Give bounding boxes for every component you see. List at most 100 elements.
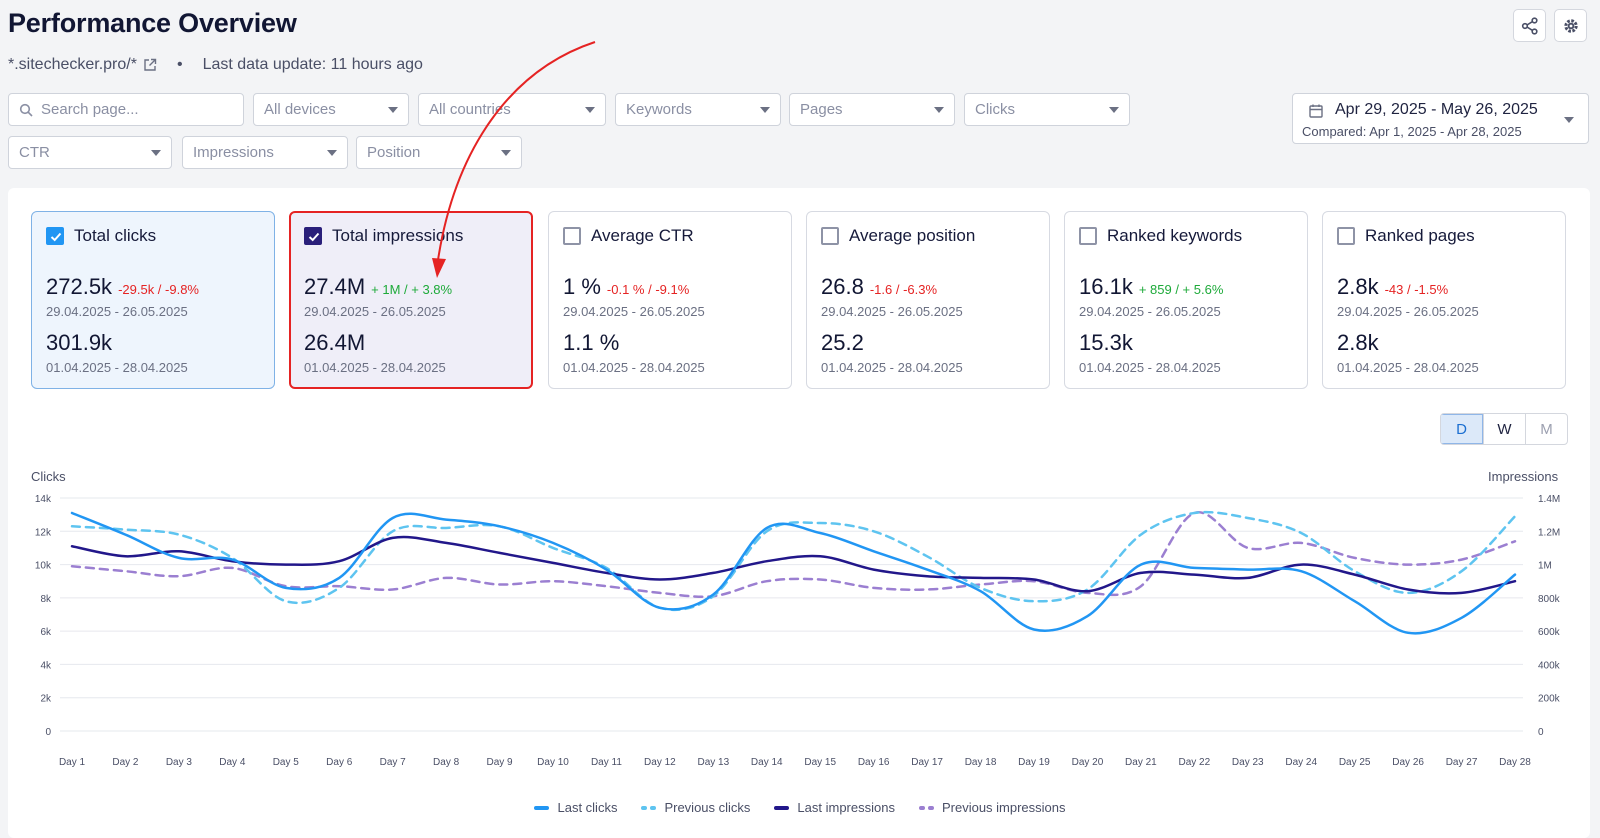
x-tick-label: Day 7 [380, 757, 407, 768]
share-button[interactable] [1513, 9, 1546, 42]
card-prev-period: 01.04.2025 - 28.04.2025 [1079, 360, 1221, 375]
card-title: Total impressions [332, 226, 464, 245]
chevron-down-icon [934, 106, 944, 113]
position-label: Position [367, 144, 421, 161]
ctr-select[interactable]: CTR [8, 136, 172, 169]
date-range-picker[interactable]: Apr 29, 2025 - May 26, 2025 Compared: Ap… [1292, 93, 1589, 144]
external-link-icon[interactable] [143, 58, 157, 72]
series-line-last-clicks [70, 511, 1517, 635]
card-total-impressions[interactable]: Total impressions 27.4M + 1M / + 3.8% 29.… [289, 211, 533, 389]
card-average-position[interactable]: Average position 26.8 -1.6 / -6.3% 29.04.… [806, 211, 1050, 389]
x-tick-label: Day 5 [273, 757, 300, 768]
card-prev-value: 1.1 % [563, 330, 620, 355]
x-tick-label: Day 18 [965, 757, 997, 768]
clicks-select[interactable]: Clicks [964, 93, 1130, 126]
x-tick-label: Day 20 [1072, 757, 1104, 768]
legend-item-previous-clicks[interactable]: Previous clicks [641, 800, 750, 815]
devices-label: All devices [264, 101, 336, 118]
ctr-label: CTR [19, 144, 50, 161]
x-tick-label: Day 8 [433, 757, 460, 768]
checkbox-total-impressions[interactable] [304, 227, 322, 245]
x-tick-label: Day 6 [326, 757, 353, 768]
card-period: 29.04.2025 - 26.05.2025 [304, 304, 446, 319]
series-line-previous-impressions [70, 511, 1517, 598]
card-ranked-pages[interactable]: Ranked pages 2.8k -43 / -1.5% 29.04.2025 … [1322, 211, 1566, 389]
card-title: Ranked pages [1365, 226, 1475, 245]
settings-button[interactable] [1554, 9, 1587, 42]
chevron-down-icon [760, 106, 770, 113]
card-prev-period: 01.04.2025 - 28.04.2025 [1337, 360, 1479, 375]
card-prev-value: 15.3k [1079, 330, 1133, 355]
y-tick-label: 2k [40, 694, 52, 705]
x-tick-label: Day 22 [1178, 757, 1210, 768]
search-page-input[interactable]: Search page... [8, 93, 244, 126]
last-update-text: Last data update: 11 hours ago [202, 56, 423, 73]
period-day-button[interactable]: D [1441, 414, 1483, 444]
page-title: Performance Overview [8, 8, 297, 38]
card-delta: -1.6 / -6.3% [869, 282, 938, 297]
keywords-select[interactable]: Keywords [615, 93, 781, 126]
checkbox-total-clicks[interactable] [46, 227, 64, 245]
impressions-select[interactable]: Impressions [182, 136, 348, 169]
y2-axis-title: Impressions [1488, 469, 1559, 484]
checkbox-ranked-pages[interactable] [1337, 227, 1355, 245]
card-value: 16.1k [1079, 274, 1133, 299]
x-tick-label: Day 27 [1446, 757, 1478, 768]
y2-tick-label: 400k [1538, 660, 1561, 671]
chevron-down-icon [1564, 117, 1574, 123]
position-select[interactable]: Position [356, 136, 522, 169]
keywords-label: Keywords [626, 101, 692, 118]
card-prev-value: 25.2 [821, 330, 864, 355]
y-tick-label: 8k [40, 594, 52, 605]
y-tick-label: 14k [35, 494, 52, 505]
y2-tick-label: 1.2M [1538, 527, 1560, 538]
separator-dot: • [176, 56, 183, 73]
legend-label: Last clicks [557, 800, 618, 815]
card-average-ctr[interactable]: Average CTR 1 % -0.1 % / -9.1% 29.04.2025… [548, 211, 792, 389]
clicks-label: Clicks [975, 101, 1015, 118]
chevron-down-icon [501, 149, 511, 156]
card-title: Average position [849, 226, 976, 245]
search-icon [19, 103, 33, 117]
card-value: 26.8 [821, 274, 864, 299]
card-value: 1 % [563, 274, 601, 299]
x-tick-label: Day 10 [537, 757, 569, 768]
checkbox-average-ctr[interactable] [563, 227, 581, 245]
site-link[interactable]: *.sitechecker.pro/* [8, 56, 137, 73]
y-axis-title: Clicks [31, 469, 66, 484]
x-tick-label: Day 23 [1232, 757, 1264, 768]
checkbox-ranked-keywords[interactable] [1079, 227, 1097, 245]
y2-tick-label: 200k [1538, 694, 1561, 705]
period-month-button[interactable]: M [1525, 414, 1567, 444]
card-period: 29.04.2025 - 26.05.2025 [1079, 304, 1221, 319]
card-prev-value: 2.8k [1337, 330, 1379, 355]
y2-tick-label: 1.4M [1538, 494, 1560, 505]
card-value: 27.4M [304, 274, 366, 299]
chart-legend: Last clicks Previous clicks Last impress… [0, 800, 1600, 815]
share-icon [1521, 16, 1538, 35]
card-prev-value: 301.9k [46, 330, 113, 355]
performance-chart: 0 2k 4k 6k 8k 10k 12k 14k 0 200k 400k 600k 800k 1M 1.2… [35, 494, 1561, 768]
period-week-button[interactable]: W [1483, 414, 1525, 444]
series-line-previous-clicks [70, 510, 1517, 612]
legend-item-last-clicks[interactable]: Last clicks [534, 800, 617, 815]
date-range-main: Apr 29, 2025 - May 26, 2025 [1335, 101, 1538, 118]
card-title: Total clicks [74, 226, 157, 245]
card-delta: -43 / -1.5% [1384, 282, 1449, 297]
checkbox-average-position[interactable] [821, 227, 839, 245]
pages-select[interactable]: Pages [789, 93, 955, 126]
countries-label: All countries [429, 101, 511, 118]
card-ranked-keywords[interactable]: Ranked keywords 16.1k + 859 / + 5.6% 29.0… [1064, 211, 1308, 389]
check-icon [50, 232, 62, 242]
card-total-clicks[interactable]: Total clicks 272.5k -29.5k / -9.8% 29.04.… [31, 211, 275, 389]
x-tick-label: Day 12 [644, 757, 676, 768]
legend-item-last-impressions[interactable]: Last impressions [774, 800, 895, 815]
chevron-down-icon [388, 106, 398, 113]
legend-item-previous-impressions[interactable]: Previous impressions [918, 800, 1066, 815]
check-icon [308, 232, 320, 242]
x-tick-label: Day 15 [804, 757, 836, 768]
devices-select[interactable]: All devices [253, 93, 409, 126]
countries-select[interactable]: All countries [418, 93, 606, 126]
card-delta: + 859 / + 5.6% [1138, 282, 1224, 297]
y-tick-label: 4k [40, 660, 52, 671]
